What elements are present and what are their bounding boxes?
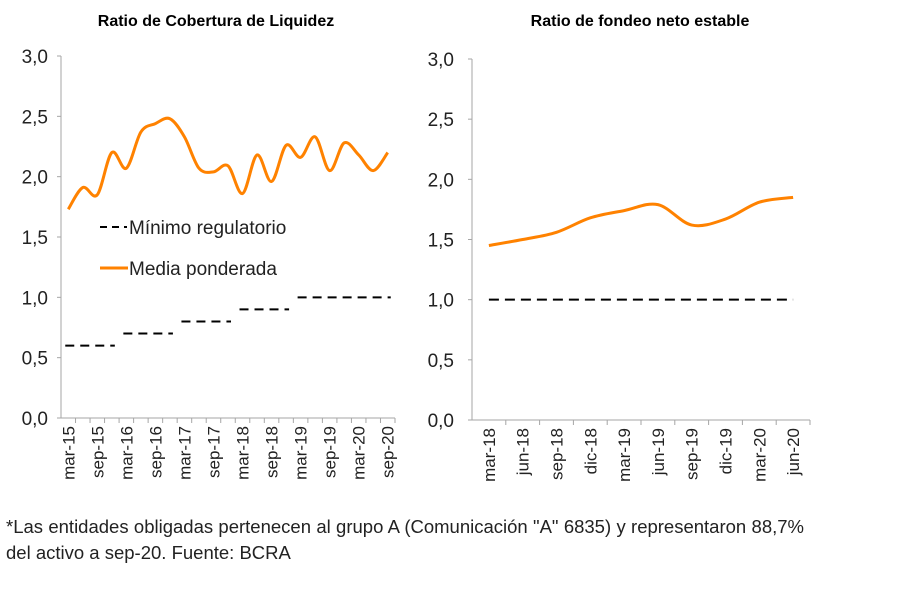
media-ponderada-line	[66, 116, 389, 211]
y-tick-label: 2,0	[428, 170, 454, 191]
x-tick-label: mar-18	[234, 426, 253, 480]
x-tick-label: mar-19	[615, 428, 634, 482]
y-tick-label: 3,0	[22, 47, 48, 68]
x-tick-label: mar-20	[750, 428, 769, 482]
x-tick-label: jun-18	[514, 428, 533, 476]
x-tick-label: sep-17	[204, 426, 223, 478]
x-tick-label: sep-19	[321, 426, 340, 478]
footnote: *Las entidades obligadas pertenecen al g…	[6, 516, 804, 563]
y-tick-label: 0,0	[428, 411, 454, 432]
y-tick-label: 2,5	[428, 110, 454, 131]
legend: Mínimo regulatorio Media ponderada	[100, 218, 286, 280]
x-tick-label: sep-19	[683, 428, 702, 480]
chart-title-lcr: Ratio de Cobertura de Liquidez	[98, 13, 334, 30]
x-tick-label: dic-19	[717, 428, 736, 474]
y-tick-label: 1,5	[22, 228, 48, 249]
x-tick-label: mar-19	[292, 426, 311, 480]
media-ponderada-line	[488, 195, 794, 247]
y-tick-label: 3,0	[428, 50, 454, 71]
chart-title-nsfr: Ratio de fondeo neto estable	[531, 13, 750, 30]
y-tick-label: 1,0	[22, 288, 48, 309]
legend-minimo: Mínimo regulatorio	[129, 218, 286, 239]
y-tick-label: 2,0	[22, 168, 48, 189]
y-tick-label: 0,5	[22, 349, 48, 370]
x-tick-label: sep-18	[548, 428, 567, 480]
x-tick-label: sep-16	[146, 426, 165, 478]
x-tick-label: mar-15	[59, 426, 78, 480]
x-tick-label: mar-16	[117, 426, 136, 480]
x-tick-label: mar-20	[350, 426, 369, 480]
x-tick-label: mar-17	[175, 426, 194, 480]
y-tick-label: 1,0	[428, 291, 454, 312]
x-tick-label: jun-20	[784, 428, 803, 476]
y-tick-label: 2,5	[22, 107, 48, 128]
x-tick-label: dic-18	[581, 428, 600, 474]
x-tick-label: sep-20	[379, 426, 398, 478]
y-tick-label: 1,5	[428, 231, 454, 252]
x-tick-label: jun-19	[649, 428, 668, 476]
legend-media: Media ponderada	[129, 259, 277, 280]
x-tick-label: sep-18	[263, 426, 282, 478]
x-tick-label: sep-15	[88, 426, 107, 478]
x-tick-label: mar-18	[480, 428, 499, 482]
y-tick-label: 0,0	[22, 409, 48, 430]
y-tick-label: 0,5	[428, 351, 454, 372]
